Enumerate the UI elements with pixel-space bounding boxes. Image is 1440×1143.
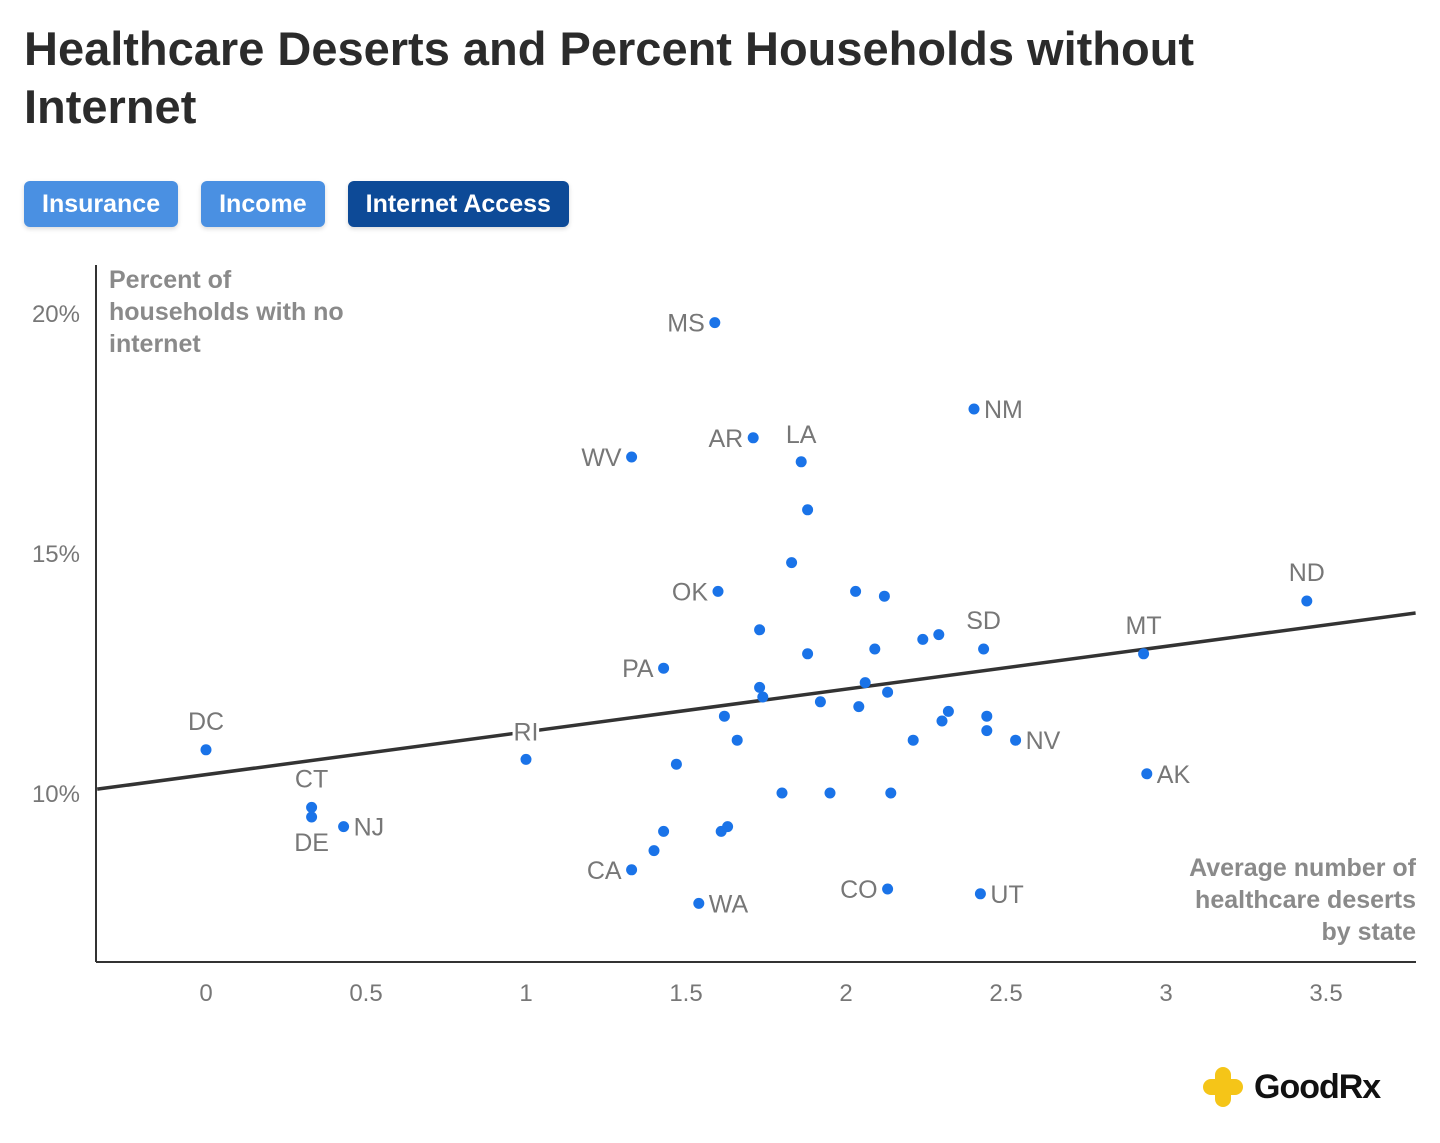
point-label: AR bbox=[708, 425, 743, 453]
y-tick-label: 20% bbox=[32, 301, 80, 328]
data-point bbox=[907, 734, 919, 746]
data-point bbox=[626, 451, 638, 463]
data-point bbox=[757, 691, 769, 703]
data-point bbox=[338, 821, 350, 833]
data-point bbox=[917, 633, 929, 645]
point-label: PA bbox=[622, 655, 654, 683]
data-point bbox=[731, 734, 743, 746]
x-tick-label: 3 bbox=[1159, 980, 1172, 1007]
point-label: NV bbox=[1026, 727, 1061, 755]
point-label: MT bbox=[1126, 612, 1162, 640]
data-point bbox=[1141, 768, 1153, 780]
data-point bbox=[933, 629, 945, 641]
x-tick-label: 2.5 bbox=[989, 980, 1022, 1007]
point-label: DC bbox=[188, 708, 224, 736]
data-point bbox=[626, 864, 638, 876]
data-point bbox=[974, 888, 986, 900]
y-axis-label-line-3: internet bbox=[109, 330, 201, 358]
data-point bbox=[936, 715, 948, 727]
data-point bbox=[1138, 648, 1150, 660]
point-label: CA bbox=[587, 857, 622, 885]
x-tick-label: 1.5 bbox=[669, 980, 702, 1007]
data-point bbox=[824, 787, 836, 799]
data-point bbox=[306, 801, 318, 813]
data-point bbox=[754, 624, 766, 636]
trend-line bbox=[96, 611, 1416, 791]
data-point bbox=[942, 705, 954, 717]
data-point bbox=[786, 557, 798, 569]
x-tick-label: 1 bbox=[519, 980, 532, 1007]
data-point bbox=[981, 725, 993, 737]
data-point bbox=[882, 883, 894, 895]
data-point bbox=[747, 432, 759, 444]
point-label: WV bbox=[581, 444, 622, 472]
x-axis-label-line-3: by state bbox=[1322, 918, 1417, 946]
point-label: CO bbox=[840, 876, 878, 904]
point-label: NJ bbox=[354, 814, 385, 842]
point-label: LA bbox=[786, 421, 817, 449]
data-point bbox=[878, 590, 890, 602]
x-tick-label: 3.5 bbox=[1309, 980, 1342, 1007]
data-point bbox=[200, 744, 212, 756]
income-button[interactable]: Income bbox=[201, 181, 325, 227]
y-axis-label-line-2: households with no bbox=[109, 298, 344, 326]
data-point bbox=[306, 811, 318, 823]
x-tick-label: 2 bbox=[839, 980, 852, 1007]
brand-name: GoodRx bbox=[1254, 1067, 1381, 1106]
point-label: UT bbox=[990, 881, 1023, 909]
x-tick-label: 0.5 bbox=[349, 980, 382, 1007]
x-axis-label-line-1: Average number of bbox=[1189, 854, 1417, 882]
data-point bbox=[754, 681, 766, 693]
point-label: RI bbox=[514, 718, 539, 746]
data-point bbox=[981, 710, 993, 722]
data-point bbox=[648, 845, 660, 857]
data-point bbox=[1301, 595, 1313, 607]
plus-logo-icon bbox=[1203, 1067, 1243, 1107]
point-label: WA bbox=[709, 890, 749, 918]
point-label: NM bbox=[984, 396, 1023, 424]
data-point bbox=[693, 897, 705, 909]
data-point bbox=[658, 662, 670, 674]
insurance-button[interactable]: Insurance bbox=[24, 181, 179, 227]
data-point bbox=[859, 677, 871, 689]
goodrx-logo: GoodRx bbox=[1202, 1066, 1381, 1108]
data-point bbox=[968, 403, 980, 415]
data-point bbox=[882, 686, 894, 698]
y-axis-label-line-1: Percent of bbox=[109, 266, 232, 294]
data-point bbox=[520, 753, 532, 765]
data-point bbox=[814, 696, 826, 708]
point-label: CT bbox=[295, 765, 328, 793]
data-point bbox=[718, 710, 730, 722]
point-label: ND bbox=[1289, 559, 1325, 587]
internet-access-button[interactable]: Internet Access bbox=[347, 181, 569, 227]
data-point bbox=[658, 825, 670, 837]
x-axis-label-line-2: healthcare deserts bbox=[1195, 886, 1416, 914]
data-point bbox=[776, 787, 788, 799]
point-label: OK bbox=[672, 578, 708, 606]
data-point bbox=[802, 504, 814, 516]
metric-toggle-group: Insurance Income Internet Access bbox=[24, 181, 569, 227]
page-title: Healthcare Deserts and Percent Household… bbox=[24, 22, 1195, 133]
data-point bbox=[978, 643, 990, 655]
data-point bbox=[853, 701, 865, 713]
point-label: SD bbox=[966, 607, 1001, 635]
data-point bbox=[869, 643, 881, 655]
data-point bbox=[1010, 734, 1022, 746]
data-point bbox=[850, 585, 862, 597]
data-point bbox=[722, 821, 734, 833]
data-point bbox=[795, 456, 807, 468]
data-point bbox=[670, 758, 682, 770]
point-label: DE bbox=[294, 829, 329, 857]
point-label: MS bbox=[667, 310, 705, 338]
data-point bbox=[885, 787, 897, 799]
x-tick-label: 0 bbox=[199, 980, 212, 1007]
data-point bbox=[712, 585, 724, 597]
point-label: AK bbox=[1157, 761, 1191, 789]
y-tick-label: 15% bbox=[32, 541, 80, 568]
data-point bbox=[709, 317, 721, 329]
y-tick-label: 10% bbox=[32, 781, 80, 808]
data-point bbox=[802, 648, 814, 660]
